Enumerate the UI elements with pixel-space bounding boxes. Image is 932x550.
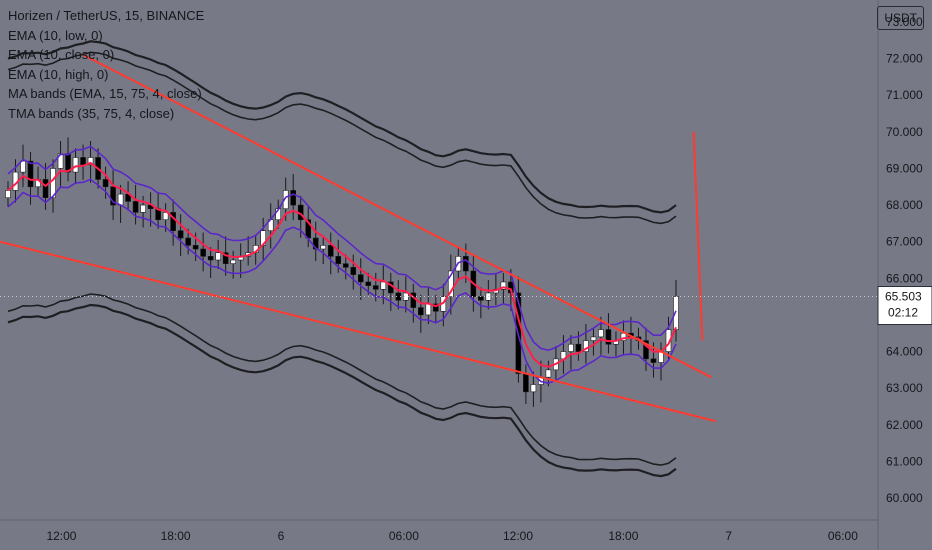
y-tick-label: 71.000: [886, 88, 923, 102]
indicator-ema-high[interactable]: EMA (10, high, 0): [8, 66, 109, 82]
y-tick-label: 62.000: [886, 418, 923, 432]
candle-body: [530, 384, 537, 393]
legend: Horizen / TetherUS, 15, BINANCE EMA (10,…: [8, 6, 204, 123]
candle-body: [230, 259, 236, 264]
candle-body: [545, 369, 552, 378]
y-tick-label: 72.000: [886, 52, 923, 66]
candle-body: [185, 237, 191, 246]
candle-body: [643, 340, 649, 360]
candle-body: [80, 157, 86, 166]
candle-body: [290, 190, 297, 206]
candle-body: [463, 256, 469, 272]
countdown-label: 02:12: [888, 306, 918, 320]
trendline-upper: [82, 54, 712, 379]
y-tick-label: 66.000: [886, 271, 923, 285]
y-tick-label: 70.000: [886, 125, 923, 139]
candle-body: [170, 212, 176, 232]
candle-body: [478, 296, 484, 301]
x-tick-label: 6: [278, 529, 285, 543]
y-tick-label: 60.000: [886, 491, 923, 505]
y-tick-label: 67.000: [886, 235, 923, 249]
x-tick-label: 18:00: [608, 529, 638, 543]
indicator-tma-bands[interactable]: TMA bands (35, 75, 4, close): [8, 105, 175, 121]
x-tick-label: 12:00: [503, 529, 533, 543]
x-tick-label: 06:00: [389, 529, 419, 543]
candle-body: [27, 160, 34, 188]
candle-body: [500, 281, 507, 290]
candle-body: [372, 285, 379, 290]
candle-body: [575, 343, 582, 352]
candle-body: [425, 303, 432, 316]
tma-band-lower-a: [7, 303, 677, 478]
candle-body: [350, 267, 357, 275]
candle-body: [568, 343, 574, 352]
tma-band-upper-a: [7, 40, 677, 214]
candle-body: [110, 186, 116, 206]
indicator-ema-close[interactable]: EMA (10, close, 0): [8, 47, 115, 62]
ema-close-line: [7, 161, 677, 368]
ema-low-line: [7, 178, 677, 385]
candle-body: [598, 329, 604, 338]
tma-band-upper-b: [7, 51, 677, 225]
x-tick-label: 18:00: [161, 529, 191, 543]
indicator-ema-low[interactable]: EMA (10, low, 0): [8, 27, 103, 43]
y-tick-label: 68.000: [886, 198, 923, 212]
trendline-lower: [0, 240, 716, 423]
candle-body: [20, 160, 26, 173]
tma-band-lower-b: [7, 293, 677, 466]
trendline-target: [692, 131, 704, 341]
candle-body: [215, 252, 221, 261]
price-label: 65.503: [885, 290, 922, 304]
candle-body: [448, 270, 454, 297]
y-tick-label: 73.000: [886, 15, 923, 29]
indicator-ma-bands[interactable]: MA bands (EMA, 15, 75, 4, close): [8, 86, 202, 101]
candle-body: [87, 157, 94, 166]
candle-body: [102, 179, 109, 188]
candle-body: [335, 256, 342, 264]
candle-body: [590, 336, 597, 341]
currency-button[interactable]: USDT: [877, 6, 924, 30]
y-tick-label: 63.000: [886, 381, 923, 395]
x-tick-label: 7: [725, 529, 732, 543]
chart-title: Horizen / TetherUS, 15, BINANCE: [8, 8, 205, 23]
candle-body: [357, 274, 364, 283]
candle-body: [132, 201, 139, 213]
candle-body: [222, 252, 229, 264]
candle-body: [433, 303, 439, 312]
price-label-box: [877, 286, 932, 326]
y-tick-label: 69.000: [886, 161, 923, 175]
candle-body: [162, 212, 169, 221]
y-tick-label: 61.000: [886, 454, 923, 468]
candle-body: [523, 373, 529, 393]
candle-body: [342, 263, 349, 268]
candle-body: [650, 358, 657, 363]
x-tick-label: 12:00: [46, 529, 76, 543]
candle-body: [380, 281, 387, 290]
candle-body: [72, 157, 79, 173]
candle-body: [200, 248, 206, 257]
candle-body: [327, 245, 334, 257]
candle-body: [320, 245, 327, 250]
ema-high-line: [7, 145, 677, 352]
y-tick-label: 64.000: [886, 345, 923, 359]
candle-body: [207, 256, 214, 261]
candle-body: [605, 329, 612, 345]
candle-body: [42, 179, 49, 199]
x-tick-label: 06:00: [828, 529, 858, 543]
candle-body: [282, 190, 289, 210]
candle-body: [192, 245, 199, 250]
candle-body: [177, 230, 184, 239]
candle-body: [583, 340, 589, 352]
candle-body: [365, 281, 372, 286]
candle-body: [418, 307, 424, 316]
candle-body: [5, 190, 11, 199]
candle-body: [140, 204, 146, 213]
candle-body: [117, 193, 124, 206]
